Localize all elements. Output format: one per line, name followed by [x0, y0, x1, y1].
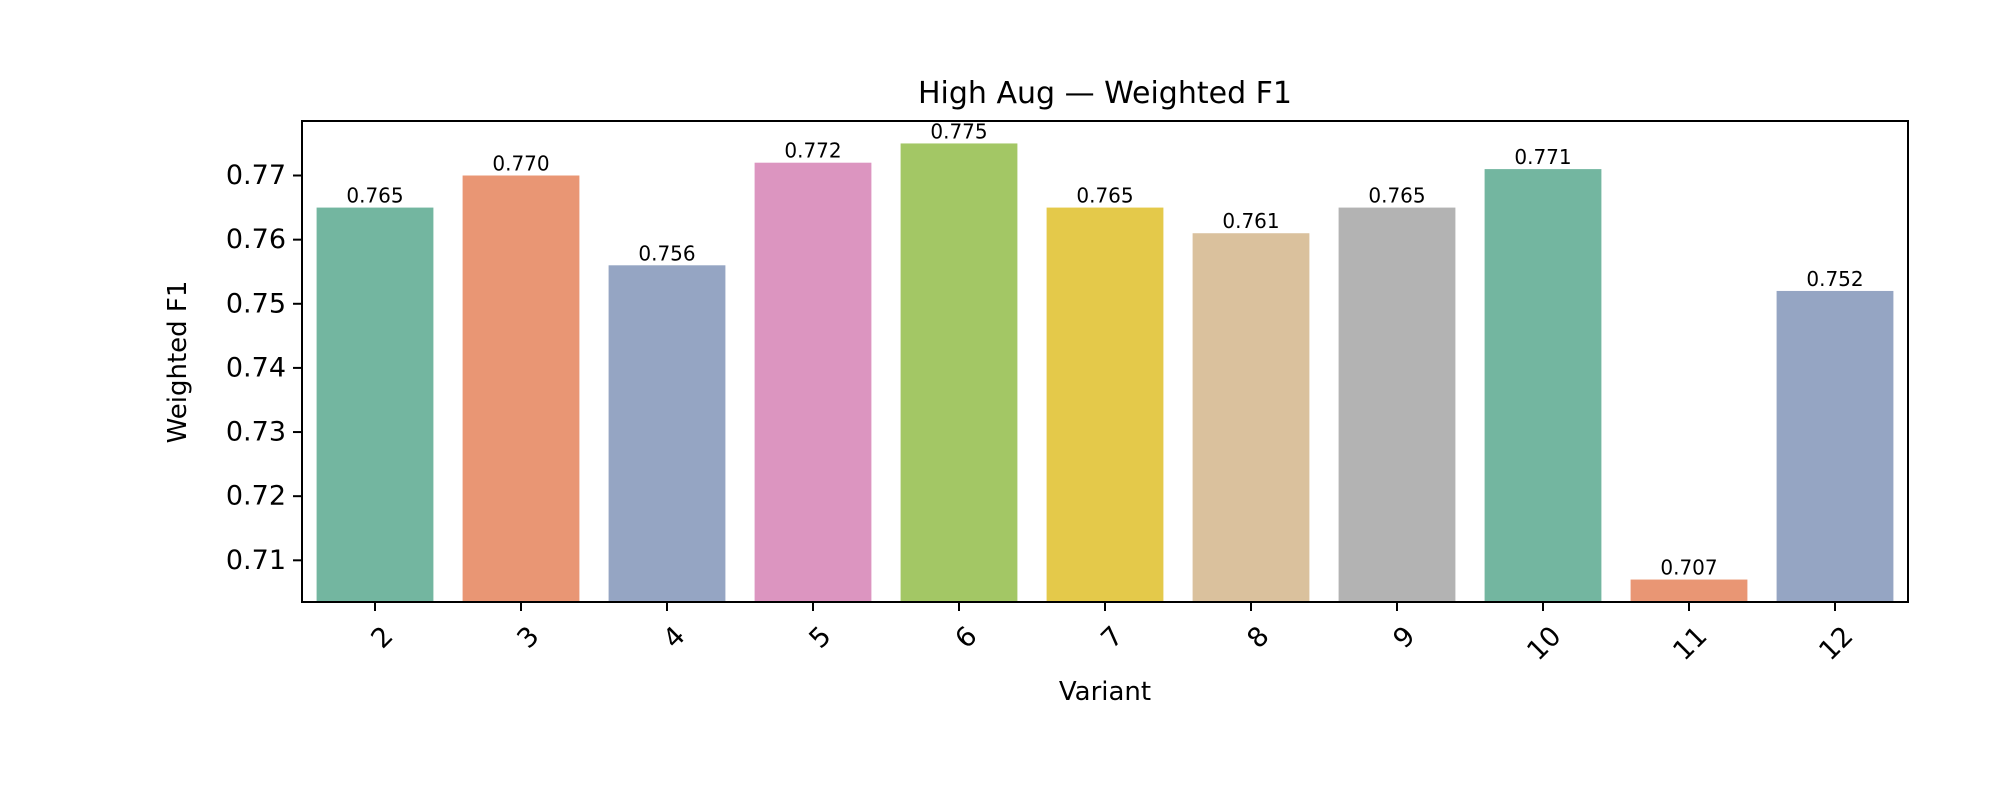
bars-group — [316, 143, 1894, 603]
bar-variant-2 — [316, 207, 434, 602]
x-tick-label-6: 6 — [949, 621, 983, 655]
data-label-variant-2: 0.765 — [346, 184, 403, 208]
data-label-variant-6: 0.775 — [930, 119, 987, 143]
y-tick-label: 0.73 — [226, 417, 286, 448]
data-label-variant-4: 0.756 — [638, 241, 695, 265]
bar-variant-6 — [900, 143, 1018, 602]
x-tick-label-11: 11 — [1667, 621, 1713, 667]
chart-title: High Aug — Weighted F1 — [918, 76, 1292, 111]
bar-variant-12 — [1776, 290, 1894, 602]
data-label-variant-8: 0.761 — [1222, 209, 1279, 233]
data-label-variant-10: 0.771 — [1514, 145, 1571, 169]
bar-variant-10 — [1484, 169, 1602, 602]
y-tick-label: 0.76 — [226, 224, 286, 255]
data-label-variant-11: 0.707 — [1660, 556, 1717, 580]
y-axis-label: Weighted F1 — [163, 281, 193, 444]
x-tick-label-9: 9 — [1387, 621, 1421, 655]
x-tick-label-2: 2 — [365, 621, 399, 655]
bar-variant-3 — [462, 175, 580, 602]
bar-variant-11 — [1630, 579, 1748, 602]
x-axis-ticks: 2 3 4 5 6 7 8 9 10 11 12 — [365, 602, 1860, 667]
x-tick-label-4: 4 — [657, 621, 691, 655]
data-label-variant-3: 0.770 — [492, 152, 549, 176]
x-axis-label: Variant — [1059, 677, 1151, 707]
x-tick-label-10: 10 — [1521, 621, 1567, 667]
y-tick-label: 0.72 — [226, 481, 286, 512]
x-tick-label-5: 5 — [803, 621, 837, 655]
x-tick-label-7: 7 — [1095, 621, 1129, 655]
bar-variant-8 — [1192, 233, 1310, 603]
data-label-variant-7: 0.765 — [1076, 184, 1133, 208]
data-labels-group: 0.765 0.770 0.756 0.772 0.775 0.765 0.761 0.765… — [346, 119, 1863, 579]
y-tick-label: 0.75 — [226, 288, 286, 319]
plot-frame — [301, 120, 1909, 603]
y-tick-label: 0.74 — [226, 352, 286, 383]
data-label-variant-12: 0.752 — [1806, 267, 1863, 291]
x-tick-label-3: 3 — [511, 621, 545, 655]
data-label-variant-9: 0.765 — [1368, 184, 1425, 208]
x-tick-label-12: 12 — [1813, 621, 1859, 667]
y-axis-ticks: 0.71 0.72 0.73 0.74 0.75 0.76 0.77 — [226, 160, 302, 576]
bar-variant-4 — [608, 265, 726, 602]
y-tick-label: 0.71 — [226, 545, 286, 576]
bar-variant-5 — [754, 162, 872, 602]
bar-variant-7 — [1046, 207, 1164, 602]
data-label-variant-5: 0.772 — [784, 139, 841, 163]
x-tick-label-8: 8 — [1241, 621, 1275, 655]
y-tick-label: 0.77 — [226, 160, 286, 191]
bar-variant-9 — [1338, 207, 1456, 602]
